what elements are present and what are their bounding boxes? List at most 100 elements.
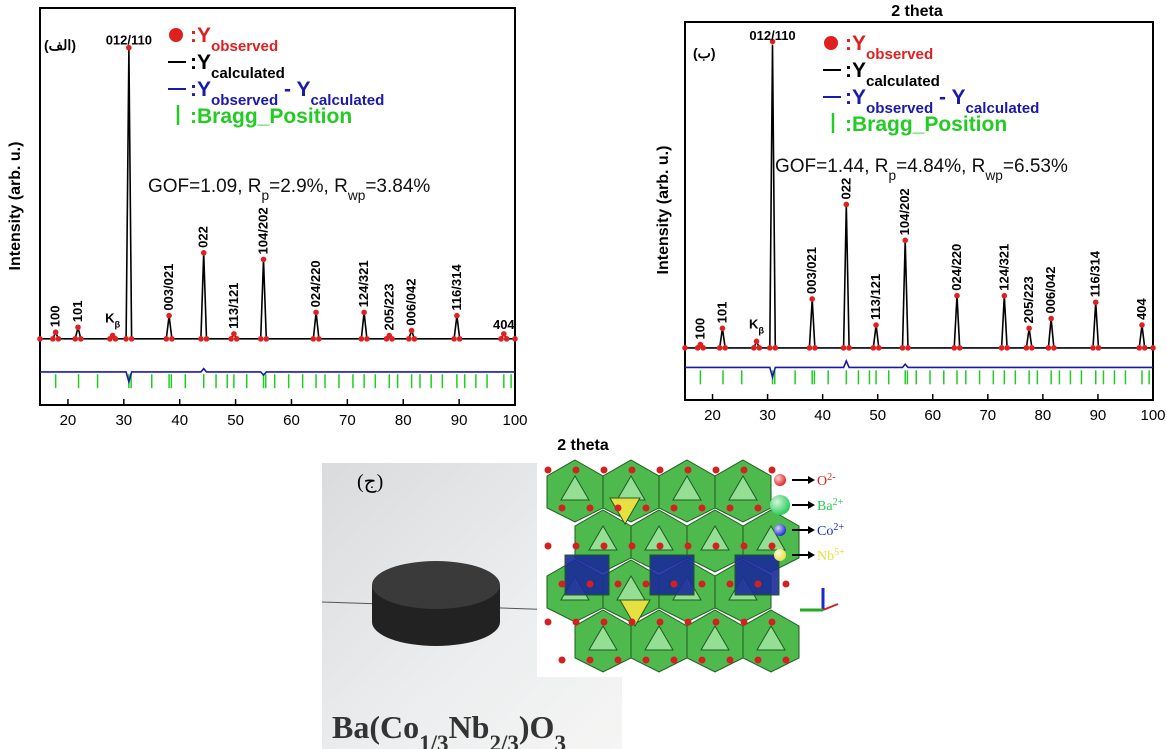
observed-point bbox=[846, 345, 852, 351]
crystal-lattice bbox=[545, 460, 800, 672]
x-tick-label: 30 bbox=[115, 412, 132, 429]
atom-o bbox=[629, 467, 636, 474]
observed-point bbox=[113, 336, 119, 342]
atom-o bbox=[601, 619, 608, 626]
observed-point bbox=[1051, 345, 1057, 351]
text-part: observed bbox=[211, 38, 278, 55]
fit-stats: GOF=1.09, Rp=2.9%, Rwp=3.84% bbox=[148, 176, 430, 203]
atom-o bbox=[545, 619, 552, 626]
atom-o bbox=[685, 619, 692, 626]
observed-point bbox=[457, 336, 463, 342]
text-part: O bbox=[817, 474, 827, 489]
peak-label: 022 bbox=[838, 178, 853, 200]
text-part: Nb bbox=[817, 549, 834, 564]
text-part: 124/321 bbox=[996, 244, 1011, 291]
text-part: 113/121 bbox=[226, 283, 241, 329]
text-part: 104/202 bbox=[256, 207, 271, 254]
text-part: 100 bbox=[48, 306, 63, 328]
text-part: =6.53% bbox=[1003, 156, 1068, 177]
atom-o bbox=[699, 657, 706, 664]
peak-label: Kβ bbox=[749, 316, 764, 335]
observed-point bbox=[163, 336, 169, 342]
atom-o bbox=[573, 543, 580, 550]
atom-o bbox=[559, 581, 566, 588]
observed-point bbox=[50, 336, 56, 342]
peak-label: 124/321 bbox=[996, 244, 1011, 291]
observed-point bbox=[1046, 345, 1052, 351]
text-part: =3.84% bbox=[365, 176, 430, 197]
observed-point bbox=[198, 336, 204, 342]
legend-label: :Ycalculated bbox=[190, 51, 285, 82]
x-tick-label: 90 bbox=[1090, 407, 1107, 424]
peak-label: 404 bbox=[1134, 298, 1149, 320]
legend-label: :Yobserved bbox=[190, 24, 278, 55]
observed-point bbox=[717, 345, 723, 351]
observed-point bbox=[451, 336, 457, 342]
atom-o bbox=[643, 505, 650, 512]
legend-label: :Yobserved - Ycalculated bbox=[845, 86, 1039, 117]
y-axis-label: Intensity (arb. u.) bbox=[655, 146, 672, 275]
peak-label: 006/042 bbox=[1043, 267, 1058, 314]
observed-point bbox=[389, 336, 395, 342]
legend-marker bbox=[169, 28, 183, 42]
atom-o bbox=[783, 581, 790, 588]
observed-point bbox=[201, 250, 207, 256]
text-part: :Y bbox=[190, 24, 211, 47]
observed-point bbox=[754, 339, 760, 345]
atom-o bbox=[699, 581, 706, 588]
atom-o bbox=[727, 657, 734, 664]
text-part: :Y bbox=[845, 32, 866, 55]
text-part: :Bragg_Position bbox=[190, 105, 352, 128]
text-part: 5+ bbox=[834, 547, 845, 558]
polyhedron bbox=[650, 555, 694, 595]
legend-atom-shine bbox=[774, 474, 786, 486]
observed-point bbox=[841, 345, 847, 351]
legend-label: :Yobserved - Ycalculated bbox=[190, 78, 384, 109]
observed-point bbox=[812, 345, 818, 351]
atom-o bbox=[587, 505, 594, 512]
text-part: GOF=1.44, R bbox=[775, 156, 889, 177]
observed-point bbox=[204, 336, 210, 342]
observed-point bbox=[53, 329, 59, 335]
observed-point bbox=[873, 322, 879, 328]
text-part: 124/321 bbox=[356, 260, 371, 307]
peak-label: 024/220 bbox=[308, 260, 323, 307]
text-part: 006/042 bbox=[404, 279, 419, 326]
text-part: β bbox=[114, 320, 120, 330]
text-part: 022 bbox=[838, 178, 853, 200]
observed-point bbox=[809, 296, 815, 302]
peak-label: 100 bbox=[48, 306, 63, 328]
observed-point bbox=[231, 331, 237, 337]
observed-point bbox=[876, 345, 882, 351]
atom-o bbox=[713, 543, 720, 550]
observed-point bbox=[166, 313, 172, 319]
text-part: )O bbox=[519, 709, 555, 745]
x-tick-label: 30 bbox=[759, 407, 776, 424]
observed-point bbox=[364, 336, 370, 342]
atom-o bbox=[643, 657, 650, 664]
observed-point bbox=[1142, 345, 1148, 351]
series-line bbox=[685, 361, 1153, 377]
x-tick-label: 20 bbox=[704, 407, 721, 424]
text-part: :Y bbox=[190, 78, 211, 101]
observed-point bbox=[75, 324, 81, 330]
observed-point bbox=[412, 336, 418, 342]
observed-point bbox=[234, 336, 240, 342]
x-tick-label: 40 bbox=[171, 412, 188, 429]
observed-point bbox=[951, 345, 957, 351]
atom-o bbox=[685, 543, 692, 550]
text-part: 404 bbox=[493, 317, 515, 332]
atom-o bbox=[601, 543, 608, 550]
observed-point bbox=[56, 336, 62, 342]
observed-point bbox=[1096, 345, 1102, 351]
observed-point bbox=[722, 345, 728, 351]
peak-label: 104/202 bbox=[256, 207, 271, 254]
atom-o bbox=[713, 467, 720, 474]
text-part: wp bbox=[347, 188, 366, 203]
text-part: 205/223 bbox=[1021, 276, 1036, 323]
observed-point bbox=[720, 326, 726, 332]
peak-label: 104/202 bbox=[897, 188, 912, 235]
atom-o bbox=[783, 657, 790, 664]
atom-o bbox=[685, 467, 692, 474]
legend-label: :Yobserved bbox=[845, 32, 933, 63]
